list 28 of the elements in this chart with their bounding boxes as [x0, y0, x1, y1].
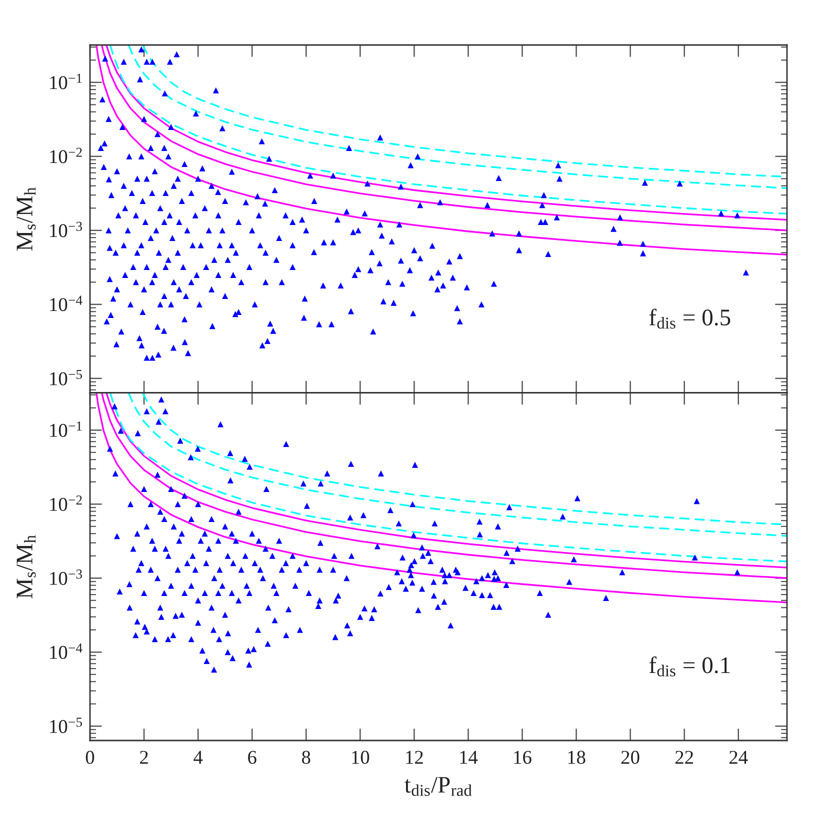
y-tick-label: 10$^{−5}$: [50, 370, 82, 386]
x-tick-label: 8: [302, 750, 310, 764]
x-tick-label: 12: [406, 750, 423, 764]
y-tick-label: 10$^{−3}$: [50, 222, 82, 238]
y-tick-label: 10$^{−1}$: [50, 422, 82, 437]
x-tick-label: 18: [568, 750, 586, 764]
y-axis-title: M$_{s}$/M$_{h}$: [16, 535, 36, 598]
x-tick-label: 22: [675, 750, 693, 764]
x-tick-label: 2: [140, 750, 148, 764]
y-axis-title: M$_{s}$/M$_{h}$: [16, 187, 36, 251]
x-tick-label: 24: [730, 750, 748, 764]
y-tick-label: 10$^{−3}$: [50, 570, 82, 585]
x-tick-label: 14: [460, 750, 478, 764]
annotation: f$_{dis}$ = 0.5: [649, 308, 730, 329]
annotation: f$_{dis}$ = 0.1: [649, 656, 730, 676]
x-tick-label: 16: [514, 750, 532, 764]
x-tick-label: 10: [352, 750, 370, 764]
y-tick-label: 10$^{−4}$: [50, 644, 82, 659]
x-tick-label: 20: [621, 750, 640, 764]
y-tick-label: 10$^{−1}$: [50, 74, 82, 90]
x-axis-title: t$_{dis}$/P$_{rad}$: [404, 776, 472, 796]
y-tick-label: 10$^{−2}$: [50, 148, 82, 164]
x-tick-label: 6: [248, 750, 256, 764]
y-tick-label: 10$^{−4}$: [50, 296, 82, 312]
x-tick-label: 0: [86, 750, 94, 764]
x-tick-label: 4: [194, 750, 203, 764]
y-tick-label: 10$^{−2}$: [50, 496, 82, 511]
y-tick-label: 10$^{−5}$: [50, 718, 82, 734]
